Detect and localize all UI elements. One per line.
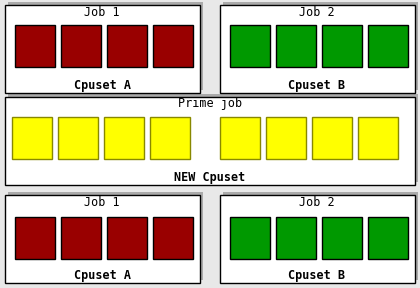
Bar (220, 117, 260, 159)
Bar (15, 25, 55, 67)
Bar (358, 117, 398, 159)
Text: Cpuset B: Cpuset B (289, 79, 346, 92)
Text: Prime job: Prime job (178, 96, 242, 109)
Bar (150, 117, 190, 159)
Bar (61, 25, 101, 67)
Text: Job 2: Job 2 (299, 196, 335, 209)
Text: Cpuset B: Cpuset B (289, 268, 346, 281)
Text: NEW Cpuset: NEW Cpuset (174, 170, 246, 183)
Bar (230, 217, 270, 259)
Text: Job 1: Job 1 (84, 5, 120, 18)
Bar (220, 5, 415, 93)
Bar (107, 217, 147, 259)
Bar (107, 25, 147, 67)
Bar (8, 94, 418, 182)
Bar (5, 5, 200, 93)
Bar (12, 117, 52, 159)
Bar (223, 2, 418, 90)
Bar (5, 97, 415, 185)
Bar (368, 25, 408, 67)
Bar (15, 217, 55, 259)
Text: Job 2: Job 2 (299, 5, 335, 18)
Bar (61, 217, 101, 259)
Bar (58, 117, 98, 159)
Bar (276, 25, 316, 67)
Text: Cpuset A: Cpuset A (74, 268, 131, 281)
Bar (368, 217, 408, 259)
Bar (153, 25, 193, 67)
Bar (266, 117, 306, 159)
Bar (322, 25, 362, 67)
Bar (322, 217, 362, 259)
Bar (153, 217, 193, 259)
Bar (104, 117, 144, 159)
Bar (276, 217, 316, 259)
Bar (5, 195, 200, 283)
Text: Job 1: Job 1 (84, 196, 120, 209)
Text: Cpuset A: Cpuset A (74, 79, 131, 92)
Bar (230, 25, 270, 67)
Bar (220, 195, 415, 283)
Bar (223, 192, 418, 280)
Bar (312, 117, 352, 159)
Bar (8, 192, 203, 280)
Bar (8, 2, 203, 90)
